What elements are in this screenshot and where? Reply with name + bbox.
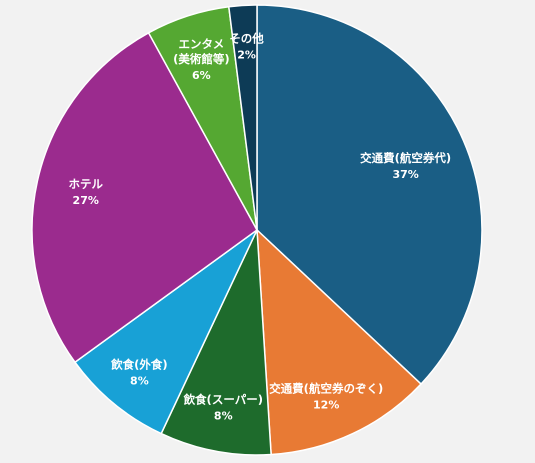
pie-slice-5 bbox=[31, 31, 258, 364]
slice-label-6-line-1: エンタメ bbox=[179, 37, 225, 51]
slice-label-1: 交通費(航空券代) bbox=[360, 151, 451, 165]
slice-value-label-5: 27% bbox=[73, 194, 99, 207]
slice-label-5: ホテル bbox=[68, 177, 103, 191]
slice-label-7: その他 bbox=[229, 31, 264, 45]
pie-slice-3 bbox=[160, 229, 272, 456]
slice-value-label-3: 8% bbox=[214, 409, 233, 422]
slice-label-2: 交通費(航空券のぞく) bbox=[269, 382, 383, 396]
pie-slice-2 bbox=[256, 228, 423, 456]
slice-label-6-line-2: (美術館等) bbox=[173, 52, 230, 66]
pie-slice-4 bbox=[73, 229, 258, 435]
slice-label-4: 飲食(外食) bbox=[110, 358, 168, 372]
slice-value-label-7: 2% bbox=[237, 48, 256, 61]
slice-value-label-4: 8% bbox=[130, 375, 149, 388]
pie-slice-1 bbox=[256, 4, 483, 386]
slice-value-label-1: 37% bbox=[393, 168, 419, 181]
slice-value-label-6: 6% bbox=[192, 69, 211, 82]
slice-value-label-2: 12% bbox=[313, 399, 339, 412]
slice-label-3: 飲食(スーパー) bbox=[183, 392, 263, 406]
pie-slice-7 bbox=[227, 4, 258, 231]
